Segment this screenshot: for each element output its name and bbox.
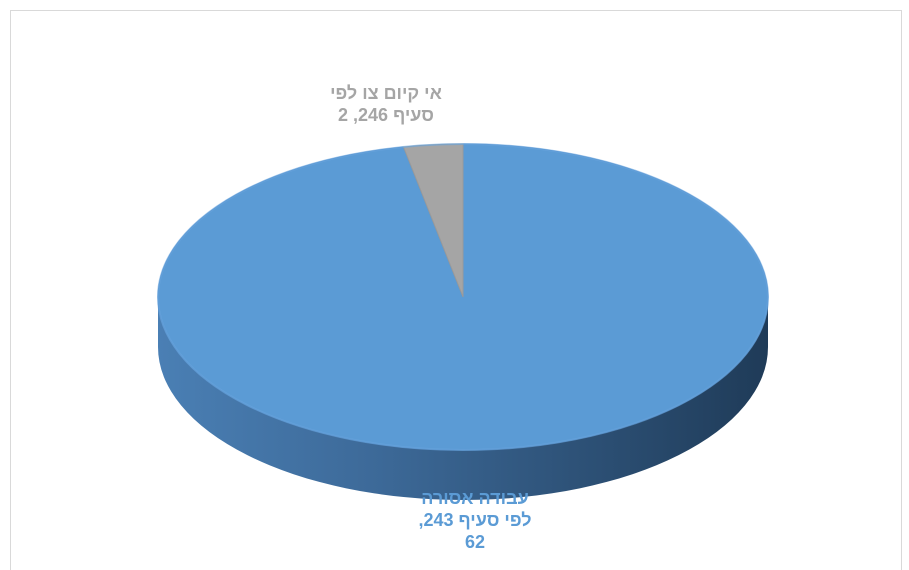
pie-side-wall <box>158 297 768 500</box>
slice-label-work-line3: 62 <box>464 532 486 552</box>
slice-label-work: עבודה אסורה לפי סעיף 243, 62 <box>380 487 570 553</box>
slice-label-order-line2: סעיף 246, 2 <box>338 105 434 125</box>
slice-label-work-line2: לפי סעיף 243, <box>418 510 532 530</box>
slice-label-work-line1: עבודה אסורה <box>421 488 529 508</box>
slice-label-order: אי קיום צו לפי סעיף 246, 2 <box>296 82 476 126</box>
slice-label-order-line1: אי קיום צו לפי <box>330 83 442 103</box>
pie-rim <box>157 143 769 451</box>
